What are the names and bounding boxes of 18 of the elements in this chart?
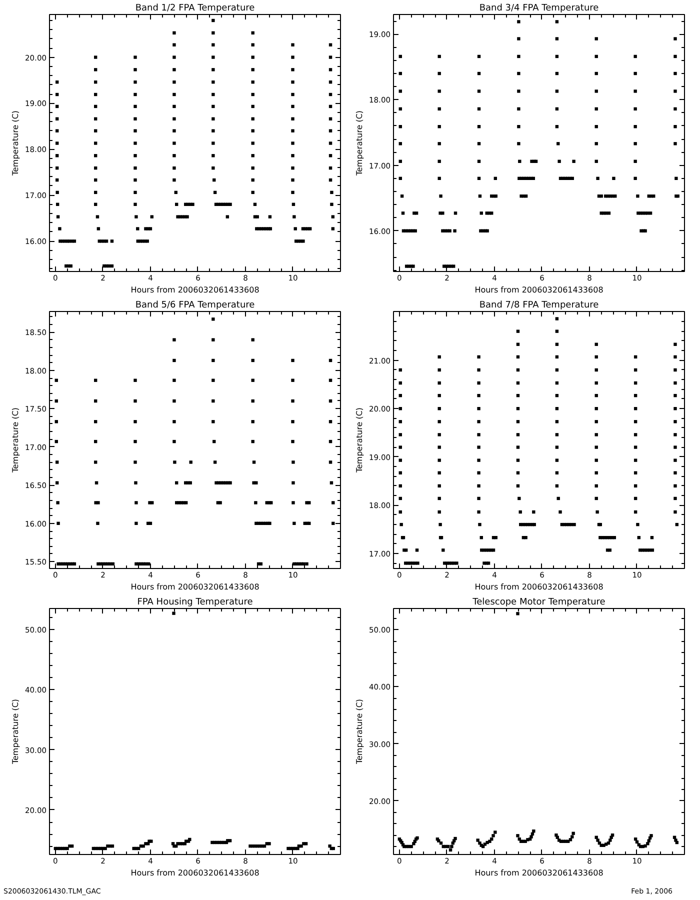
- x-axis-title: Hours from 2006032061433608: [130, 868, 260, 878]
- y-axis-title: Temperature (C): [355, 407, 364, 474]
- chart-title: Telescope Motor Temperature: [472, 598, 606, 608]
- chart-title: FPA Housing Temperature: [137, 598, 254, 608]
- chart-title: Band 3/4 FPA Temperature: [479, 4, 600, 14]
- y-axis-title: Temperature (C): [11, 698, 20, 766]
- y-axis-title: Temperature (C): [11, 407, 20, 474]
- x-axis-title: Hours from 2006032061433608: [474, 868, 604, 878]
- y-axis-title: Temperature (C): [355, 698, 364, 766]
- chart-title: Band 5/6 FPA Temperature: [135, 300, 256, 310]
- x-axis-title: Hours from 2006032061433608: [474, 286, 604, 294]
- y-axis-title: Temperature (C): [11, 110, 20, 177]
- x-axis-title: Hours from 2006032061433608: [474, 582, 604, 592]
- x-axis-title: Hours from 2006032061433608: [130, 286, 260, 294]
- y-axis-title: Temperature (C): [355, 110, 364, 177]
- x-axis-title: Hours from 2006032061433608: [130, 582, 260, 592]
- chart-title: Band 1/2 FPA Temperature: [135, 4, 256, 14]
- chart-title: Band 7/8 FPA Temperature: [479, 300, 600, 310]
